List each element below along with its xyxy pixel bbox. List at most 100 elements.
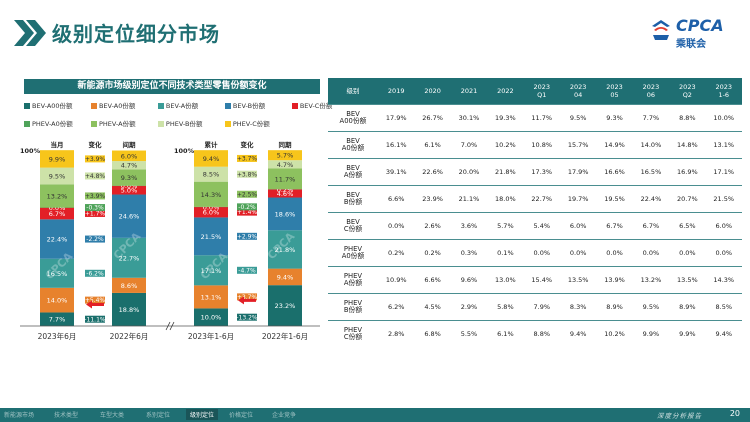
table-cell: 5.8% [487,293,524,321]
data-label: 14.0% [47,297,68,305]
table-cell: 9.4% [705,320,742,347]
change-badge [85,172,105,180]
nav-item[interactable]: 系别定位 [146,412,171,419]
change-label: -0.2% [238,204,256,211]
table-row: PHEV B份额 6.2% 4.5% 2.9% 5.8% 7.9% 8.3% 8.9% 9.5% 8… [328,293,742,321]
bar-segment [194,217,228,256]
legend-swatch [24,121,30,127]
change-badge [237,266,257,274]
legend-label: BEV-A00份额 [32,102,73,110]
table-cell: 6.7% [596,212,633,240]
nav-item[interactable]: 级别定位 [186,409,219,420]
legend-label: PHEV-A份额 [98,120,136,128]
table-cell: 2.9% [450,293,488,321]
bar-header: 当月 [51,140,64,149]
table-cell: 4.5% [414,293,451,321]
table-cell: 21.1% [450,185,488,213]
data-label: 0.2% [277,186,294,194]
table-cell: 9.5% [632,293,670,321]
table-cell: 0.1% [487,239,524,267]
table-cell: 3.6% [450,212,488,240]
table-cell: 9.9% [632,320,670,347]
table-row: PHEV A份额 10.9% 6.6% 9.6% 13.0% 15.4% 13.5% 13.9%… [328,266,742,294]
data-label: 9.4% [277,273,294,281]
legend-item: BEV-A份额 [157,100,198,110]
share-table: 级别 2019 2020 2021 2022 2023 Q1 2023 04 2023 05 2023… [328,78,742,347]
bar-segment [40,258,74,288]
table-cell: 17.9% [378,104,415,132]
table-row: BEV A00份额 17.9% 26.7% 30.1% 19.3% 11.7% 9.5% 9.3… [328,104,742,132]
bar-segment [40,207,74,220]
legend-item: PHEV-C份额 [224,118,270,128]
table-cell: 8.9% [669,293,706,321]
bar-segment [268,150,302,161]
table-cell: 0.0% [559,239,597,267]
bar-segment [268,160,302,169]
nav-item[interactable]: 新能源市场 [4,412,35,419]
page-title: 级别定位细分市场 [52,22,220,46]
data-label: 10.0% [201,314,222,322]
nav-item[interactable]: 技术类型 [54,412,79,419]
bar-segment [268,285,302,326]
table-cell: 22.4% [632,185,670,213]
table-cell: 6.1% [414,131,451,159]
data-label: 9.5% [49,172,66,180]
nav-item[interactable]: 企业竞争 [272,412,297,419]
change-badge [237,313,257,321]
table-row-label: BEV C份额 [328,212,378,240]
table-cell: 8.3% [559,293,597,321]
footer-note: 深度分析报告 [657,412,702,420]
table-row: PHEV A0份额 0.2% 0.2% 0.3% 0.1% 0.0% 0.0% 0.0% 0.0%… [328,239,742,267]
x-tick-label: 2022年1-6月 [262,331,308,341]
table-cell: 0.3% [450,239,488,267]
change-label: +3.9% [85,156,106,163]
table-cell: 0.2% [414,239,451,267]
table-cell: 11.7% [523,104,560,132]
x-tick-label: 2022年6月 [110,331,149,341]
table-row: BEV B份额 6.6% 23.9% 21.1% 18.0% 22.7% 19.7% 19.5%… [328,185,742,213]
table-column-header: 2023 04 [559,78,597,105]
page-number: 20 [729,409,740,418]
table-cell: 5.5% [450,320,488,347]
table-cell: 9.5% [559,104,597,132]
change-badge [85,192,105,200]
table-cell: 0.0% [669,239,706,267]
data-label: 0.0% [121,182,138,190]
legend-label: BEV-A0份额 [98,102,136,110]
bar-segment [268,197,302,231]
data-label: 4.7% [121,162,138,170]
logo: CPCA 乘联会 [650,12,740,52]
nav-item[interactable]: 车型大类 [100,412,125,419]
table-cell: 21.8% [487,158,524,186]
change-label: +1.7% [85,211,106,218]
change-badge [237,190,257,198]
legend-label: PHEV-B份额 [165,120,203,128]
legend-item: BEV-C份额 [291,100,333,110]
change-badge [85,235,105,243]
bar-segment [40,287,74,313]
table-cell: 13.5% [669,266,706,294]
table-cell: 6.1% [487,320,524,347]
table-column-header: 2022 [487,78,524,105]
bar-segment [112,237,146,278]
table-row-label: PHEV B份额 [328,293,378,321]
logo-mark-icon [652,20,670,40]
table-cell: 10.2% [596,320,633,347]
bar-segment [268,268,302,286]
table-cell: 6.8% [414,320,451,347]
table-column-header: 2020 [414,78,451,105]
table-corner-header: 级别 [328,78,378,105]
legend-swatch [157,103,164,109]
bar-segment [194,150,228,167]
nav-item[interactable]: 价格定位 [229,412,254,419]
legend-item: BEV-A0份额 [90,100,136,110]
bar-segment [194,181,228,207]
bar-segment [40,167,74,185]
table-row-label: BEV A份额 [328,158,378,186]
legend-label: BEV-C份额 [299,102,333,110]
data-label: 9.4% [203,155,220,163]
table-cell: 22.7% [523,185,560,213]
bar-segment [112,161,146,170]
table-row: BEV C份额 0.0% 2.6% 3.6% 5.7% 5.4% 6.0% 6.7% 6.7% 6.… [328,212,742,240]
table-column-header: 2023 1-6 [705,78,742,105]
